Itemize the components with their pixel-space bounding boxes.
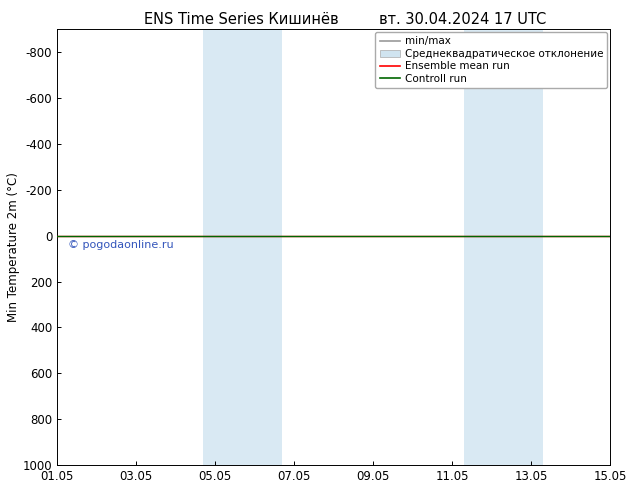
Legend: min/max, Среднеквадратическое отклонение, Ensemble mean run, Controll run: min/max, Среднеквадратическое отклонение… bbox=[375, 32, 607, 88]
Text: © pogodaonline.ru: © pogodaonline.ru bbox=[68, 240, 174, 250]
Y-axis label: Min Temperature 2m (°C): Min Temperature 2m (°C) bbox=[7, 172, 20, 322]
Text: вт. 30.04.2024 17 UTC: вт. 30.04.2024 17 UTC bbox=[379, 12, 547, 27]
Bar bbox=[204, 29, 282, 465]
Bar bbox=[464, 29, 543, 465]
Text: ENS Time Series Кишинёв: ENS Time Series Кишинёв bbox=[144, 12, 338, 27]
